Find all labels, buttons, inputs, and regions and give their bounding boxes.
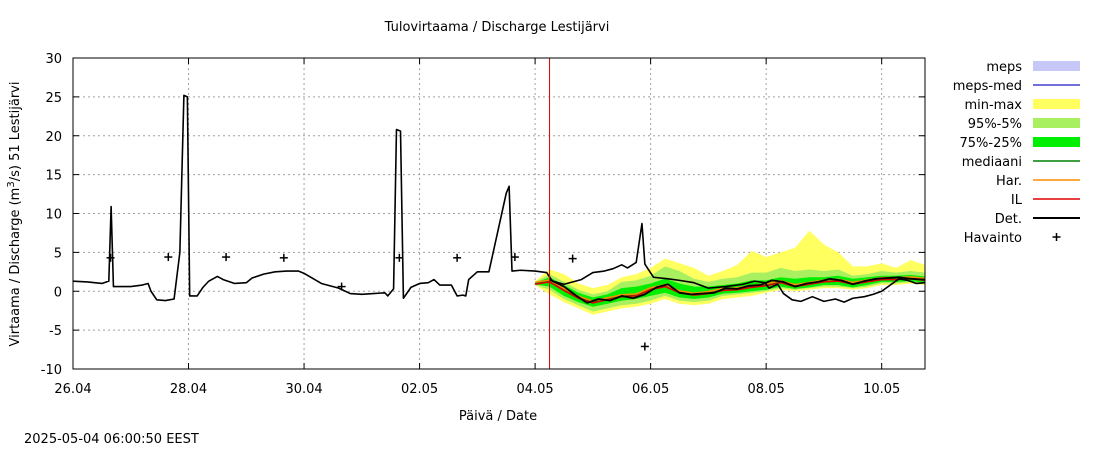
chart-title: Tulovirtaama / Discharge Lestijärvi <box>384 20 610 35</box>
legend-swatch <box>1033 99 1080 109</box>
y-tick-label: 10 <box>45 208 62 223</box>
y-tick-label: 20 <box>45 130 62 145</box>
legend-item-har-: Har. <box>996 174 1080 189</box>
x-tick-label: 26.04 <box>54 382 91 397</box>
y-tick-label: 15 <box>45 169 62 184</box>
observation-markers <box>106 253 649 351</box>
y-tick-label: 5 <box>54 246 62 261</box>
plot-area <box>72 57 926 370</box>
x-tick-label: 28.04 <box>170 382 207 397</box>
legend-label: mediaani <box>962 155 1022 170</box>
legend-label: 75%-25% <box>960 136 1022 151</box>
y-axis-ticks: -10 -5 0 5 10 15 20 25 30 <box>41 52 925 378</box>
y-tick-label: 30 <box>45 52 62 67</box>
observation-marker <box>395 253 404 262</box>
grid-lines <box>73 58 925 369</box>
x-tick-label: 10.05 <box>863 382 900 397</box>
x-tick-label: 06.05 <box>632 382 669 397</box>
det-observed-line <box>72 94 926 303</box>
legend-item-det-: Det. <box>995 212 1080 227</box>
legend-item-meps-med: meps-med <box>953 79 1080 94</box>
legend-label: Havainto <box>964 231 1022 246</box>
legend-label: meps-med <box>953 79 1022 94</box>
det-series <box>72 94 926 304</box>
det-forecast-line <box>549 276 926 304</box>
legend-label: Det. <box>995 212 1022 227</box>
x-tick-label: 08.05 <box>748 382 785 397</box>
x-tick-label: 02.05 <box>401 382 438 397</box>
legend-swatch <box>1033 61 1080 71</box>
timestamp: 2025-05-04 06:00:50 EEST <box>24 432 199 447</box>
legend-item-il: IL <box>1011 193 1080 208</box>
legend-item-meps: meps <box>986 60 1080 75</box>
observation-marker <box>106 253 115 262</box>
observation-marker <box>337 282 346 291</box>
x-axis-label: Päivä / Date <box>459 409 537 424</box>
observation-marker <box>279 253 288 262</box>
legend-swatch <box>1033 118 1080 128</box>
y-tick-label: -5 <box>49 324 62 339</box>
y-tick-label: 25 <box>45 91 62 106</box>
y-tick-label: -10 <box>41 363 62 378</box>
legend-item-95-5-: 95%-5% <box>968 117 1080 132</box>
legend-label: min-max <box>964 98 1022 113</box>
observation-marker <box>568 254 577 263</box>
x-tick-label: 30.04 <box>285 382 322 397</box>
legend-label: Har. <box>996 174 1022 189</box>
legend: meps meps-med min-max 95%-5% 75%-25% mediaani… <box>953 60 1080 246</box>
legend-item-mediaani: mediaani <box>962 155 1080 170</box>
legend-swatch <box>1033 137 1080 147</box>
x-tick-label: 04.05 <box>516 382 553 397</box>
legend-label: meps <box>986 60 1022 75</box>
y-axis-label: Virtaama / Discharge (m3/s) 51 Lestijärv… <box>6 82 23 347</box>
legend-item-min-max: min-max <box>964 98 1080 113</box>
legend-item-havainto: Havainto <box>964 231 1061 246</box>
legend-item-75-25-: 75%-25% <box>960 136 1080 151</box>
observation-marker <box>164 253 173 262</box>
observation-marker <box>222 253 231 262</box>
observation-marker <box>640 342 649 351</box>
x-axis-ticks: 26.04 28.04 30.04 02.05 04.05 06.05 08.05 10.05 <box>54 58 900 397</box>
legend-label: IL <box>1011 193 1023 208</box>
observation-marker <box>510 253 519 262</box>
y-tick-label: 0 <box>54 285 62 300</box>
legend-label: 95%-5% <box>968 117 1022 132</box>
observation-marker <box>453 253 462 262</box>
